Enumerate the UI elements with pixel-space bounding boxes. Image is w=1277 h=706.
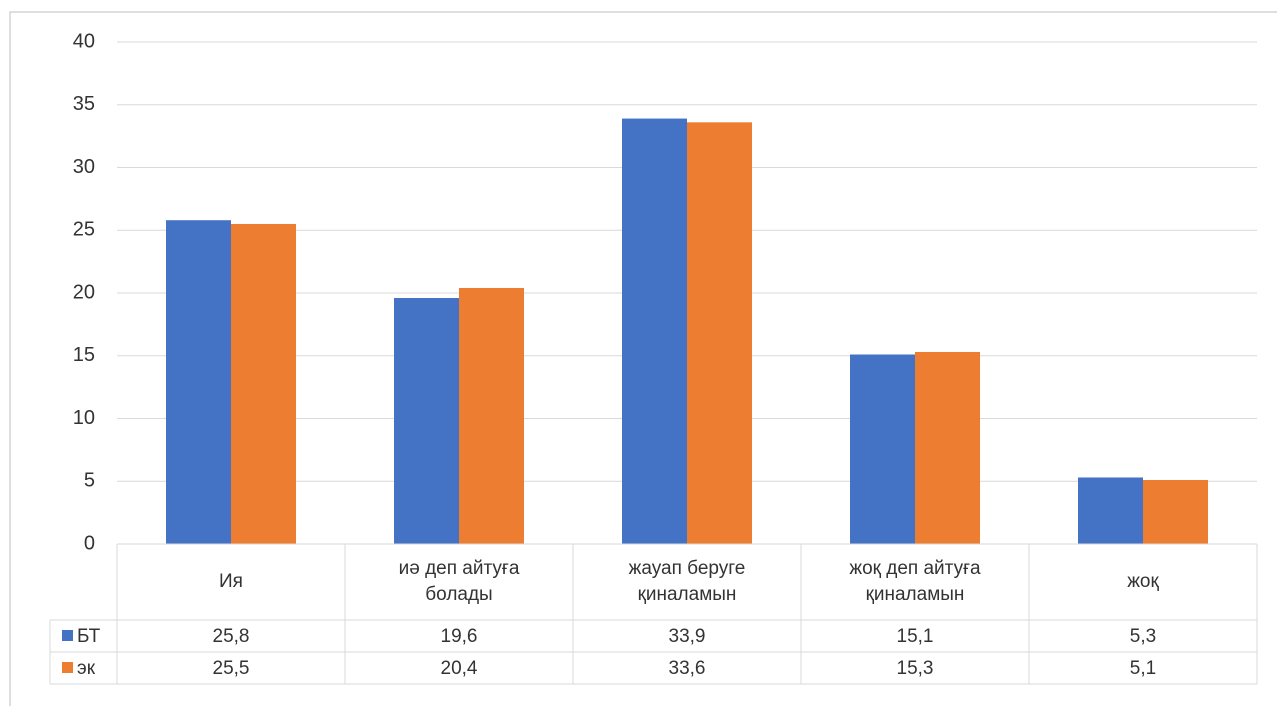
legend-label: эк bbox=[77, 658, 96, 679]
bar bbox=[231, 223, 296, 544]
bar bbox=[394, 298, 459, 544]
legend-swatch bbox=[62, 662, 73, 673]
bar bbox=[166, 220, 231, 544]
bar bbox=[1143, 479, 1208, 544]
data-label: 15,1 bbox=[897, 626, 934, 647]
legend-swatch bbox=[62, 630, 73, 641]
y-tick-label: 30 bbox=[73, 156, 95, 178]
bar bbox=[622, 118, 687, 545]
y-tick-label: 15 bbox=[73, 344, 95, 366]
x-tick-label: иә деп айтуға болады bbox=[398, 558, 520, 605]
bar bbox=[1078, 477, 1143, 544]
x-tick-label-box: жоқ деп айтуға қиналамын bbox=[849, 558, 981, 605]
bar bbox=[459, 287, 524, 544]
bar bbox=[915, 351, 980, 544]
data-label: 25,8 bbox=[213, 626, 250, 647]
chart-frame bbox=[9, 11, 1277, 706]
x-tick-label: Ия bbox=[219, 571, 243, 593]
data-label: 33,6 bbox=[669, 658, 706, 679]
y-tick-label: 40 bbox=[73, 30, 95, 52]
x-tick-label-box: жауап беруге қиналамын bbox=[628, 558, 746, 605]
x-tick-label-box: жоқ bbox=[1127, 571, 1159, 593]
legend-label: БТ bbox=[77, 626, 101, 647]
data-label: 5,1 bbox=[1130, 658, 1156, 679]
x-tick-label-box: Ия bbox=[219, 571, 243, 593]
y-tick-label: 35 bbox=[73, 93, 95, 115]
bar bbox=[850, 354, 915, 544]
data-label: 5,3 bbox=[1130, 626, 1156, 647]
data-label: 20,4 bbox=[441, 658, 478, 679]
x-tick-label: жоқ bbox=[1127, 571, 1159, 593]
y-tick-label: 25 bbox=[73, 219, 95, 241]
y-tick-label: 0 bbox=[84, 532, 95, 554]
data-label: 19,6 bbox=[441, 626, 478, 647]
x-tick-label: жоқ деп айтуға қиналамын bbox=[849, 558, 981, 605]
y-tick-label: 5 bbox=[84, 470, 95, 492]
x-tick-label: жауап беруге қиналамын bbox=[628, 558, 746, 605]
x-tick-label-box: иә деп айтуға болады bbox=[398, 558, 520, 605]
data-label: 25,5 bbox=[213, 658, 250, 679]
data-label: 33,9 bbox=[669, 626, 706, 647]
y-tick-label: 10 bbox=[73, 407, 95, 429]
data-label: 15,3 bbox=[897, 658, 934, 679]
bar bbox=[687, 122, 752, 544]
y-tick-label: 20 bbox=[73, 281, 95, 303]
